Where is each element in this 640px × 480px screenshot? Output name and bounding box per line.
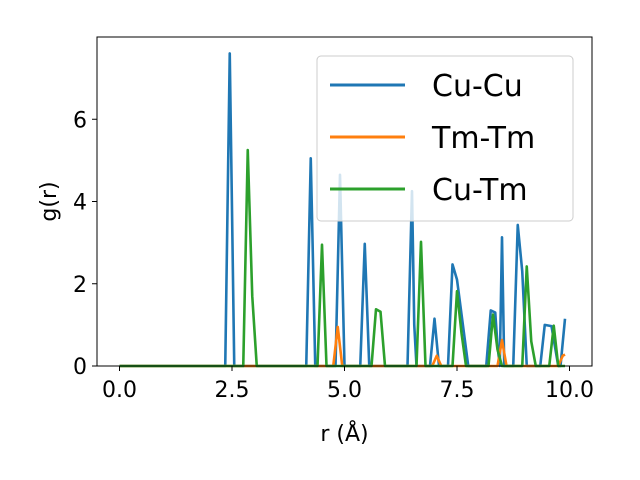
y-tick-label: 6 — [73, 108, 87, 133]
legend-frame — [316, 55, 574, 222]
x-axis-label: r (Å) — [320, 420, 368, 447]
y-tick-label: 2 — [73, 273, 87, 298]
y-tick-label: 0 — [73, 355, 87, 380]
legend: Cu-Cu Tm-Tm Cu-Tm — [316, 55, 574, 222]
y-tick-label: 4 — [73, 191, 87, 216]
x-tick-label: 0.0 — [102, 378, 137, 403]
x-tick-label: 7.5 — [440, 378, 475, 403]
legend-label-cu-cu: Cu-Cu — [432, 69, 523, 104]
legend-label-tm-tm: Tm-Tm — [431, 121, 535, 156]
x-tick-label: 2.5 — [215, 378, 250, 403]
x-tick-label: 5.0 — [327, 378, 362, 403]
y-axis-label: g(r) — [37, 181, 62, 221]
legend-label-cu-tm: Cu-Tm — [432, 173, 528, 208]
x-tick-label: 10.0 — [545, 378, 594, 403]
x-axis-ticks: 0.0 2.5 5.0 7.5 10.0 — [102, 366, 594, 403]
y-axis-ticks: 0 2 4 6 — [73, 108, 97, 380]
